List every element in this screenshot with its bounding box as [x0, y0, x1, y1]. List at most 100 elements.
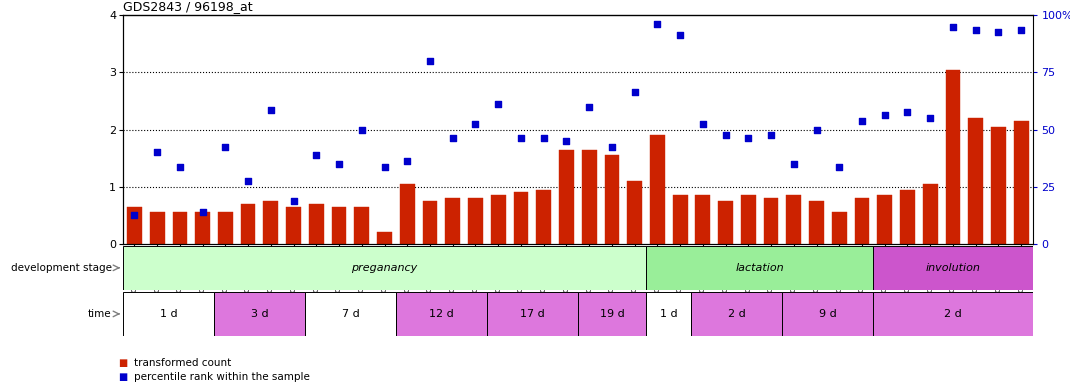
Text: 2 d: 2 d: [944, 309, 962, 319]
Point: [285, 198, 302, 204]
Point: [581, 104, 598, 110]
Point: [717, 132, 734, 138]
Point: [194, 209, 211, 215]
Bar: [400, 184, 415, 244]
Bar: [627, 181, 642, 244]
Bar: [214, 292, 305, 336]
Bar: [873, 292, 1033, 336]
Bar: [396, 292, 487, 336]
Point: [262, 106, 279, 113]
Bar: [286, 207, 301, 244]
Point: [967, 26, 984, 33]
Bar: [305, 292, 396, 336]
Bar: [241, 204, 256, 244]
Point: [308, 152, 325, 158]
Text: 9 d: 9 d: [819, 309, 837, 319]
Bar: [691, 292, 782, 336]
Bar: [991, 127, 1006, 244]
Text: 2 d: 2 d: [728, 309, 746, 319]
Point: [353, 127, 370, 133]
Text: development stage: development stage: [11, 263, 111, 273]
Bar: [123, 246, 646, 290]
Text: ■: ■: [118, 372, 127, 382]
Bar: [873, 246, 1033, 290]
Point: [648, 21, 666, 27]
Text: ■: ■: [118, 358, 127, 368]
Point: [467, 121, 484, 127]
Text: GDS2843 / 96198_at: GDS2843 / 96198_at: [123, 0, 253, 13]
Point: [854, 118, 871, 124]
Point: [444, 135, 461, 141]
Bar: [740, 195, 755, 244]
Point: [490, 101, 507, 107]
Point: [603, 144, 621, 150]
Bar: [578, 292, 646, 336]
Point: [217, 144, 234, 150]
Text: 19 d: 19 d: [599, 309, 624, 319]
Bar: [514, 192, 529, 244]
Point: [739, 135, 756, 141]
Bar: [309, 204, 324, 244]
Bar: [855, 198, 870, 244]
Point: [513, 135, 530, 141]
Bar: [423, 201, 438, 244]
Point: [921, 115, 938, 121]
Bar: [127, 207, 142, 244]
Text: transformed count: transformed count: [134, 358, 231, 368]
Bar: [491, 195, 506, 244]
Point: [694, 121, 712, 127]
Point: [535, 135, 552, 141]
Point: [331, 161, 348, 167]
Point: [808, 127, 825, 133]
Bar: [764, 198, 779, 244]
Bar: [468, 198, 483, 244]
Point: [399, 158, 416, 164]
Bar: [559, 150, 574, 244]
Point: [830, 164, 847, 170]
Point: [945, 24, 962, 30]
Text: 1 d: 1 d: [660, 309, 677, 319]
Bar: [123, 292, 214, 336]
Bar: [582, 150, 597, 244]
Point: [171, 164, 188, 170]
Point: [763, 132, 780, 138]
Bar: [946, 70, 961, 244]
Bar: [445, 198, 460, 244]
Text: lactation: lactation: [735, 263, 784, 273]
Bar: [809, 201, 824, 244]
Point: [1012, 26, 1029, 33]
Bar: [968, 118, 983, 244]
Point: [422, 58, 439, 64]
Bar: [150, 212, 165, 244]
Bar: [696, 195, 710, 244]
Point: [626, 89, 643, 96]
Point: [672, 32, 689, 38]
Text: 17 d: 17 d: [520, 309, 545, 319]
Bar: [646, 292, 691, 336]
Bar: [922, 184, 937, 244]
Bar: [354, 207, 369, 244]
Bar: [786, 195, 801, 244]
Text: time: time: [88, 309, 111, 319]
Bar: [536, 190, 551, 244]
Point: [240, 178, 257, 184]
Text: involution: involution: [926, 263, 980, 273]
Bar: [877, 195, 892, 244]
Bar: [1013, 121, 1028, 244]
Bar: [900, 190, 915, 244]
Bar: [649, 135, 664, 244]
Point: [557, 138, 575, 144]
Point: [376, 164, 393, 170]
Bar: [673, 195, 688, 244]
Bar: [377, 232, 392, 244]
Bar: [263, 201, 278, 244]
Text: preganancy: preganancy: [351, 263, 417, 273]
Point: [990, 30, 1007, 36]
Point: [149, 149, 166, 156]
Bar: [172, 212, 187, 244]
Bar: [782, 292, 873, 336]
Bar: [487, 292, 578, 336]
Text: 3 d: 3 d: [250, 309, 269, 319]
Point: [126, 212, 143, 218]
Point: [876, 112, 893, 118]
